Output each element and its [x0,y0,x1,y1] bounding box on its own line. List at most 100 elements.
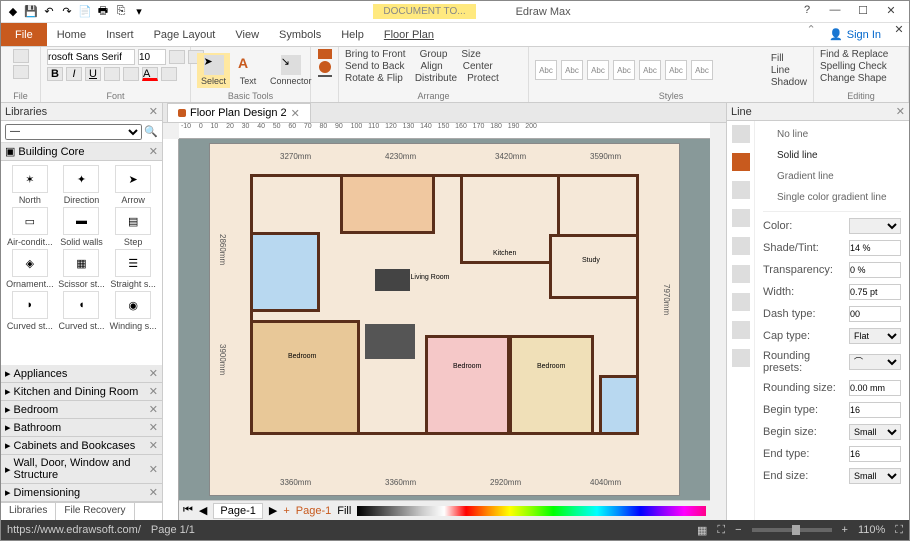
shape-straight-stair[interactable]: ☰Straight s... [108,249,158,289]
shape-curved-2[interactable]: ◖Curved st... [57,291,107,331]
cat-close-icon[interactable]: ✕ [149,367,158,380]
shape-tool-icon[interactable] [732,265,750,283]
effects-tool-icon[interactable] [732,349,750,367]
underline-icon[interactable]: U [85,67,101,81]
rotate-button[interactable]: Rotate & Flip [345,73,403,84]
minimize-icon[interactable]: — [825,4,845,20]
begin-type-input[interactable] [849,402,901,418]
lib-dimensioning[interactable]: Dimensioning [14,487,81,499]
group-button[interactable]: Group [420,49,448,60]
new-icon[interactable]: 📄 [77,4,93,20]
font-grow-icon[interactable] [169,50,185,64]
save-icon[interactable]: 💾 [23,4,39,20]
fill-tool-icon[interactable] [732,125,750,143]
menu-symbols[interactable]: Symbols [269,23,331,46]
document-tab[interactable]: Floor Plan Design 2✕ [167,103,311,122]
fill-button[interactable]: Fill [771,53,807,64]
arrange-tool-icon[interactable] [732,321,750,339]
line-button[interactable]: Line [771,65,807,76]
shape-arrow[interactable]: ➤Arrow [108,165,158,205]
bold-icon[interactable]: B [47,67,63,81]
protect-button[interactable]: Protect [467,73,499,84]
shape-winding[interactable]: ◉Winding s... [108,291,158,331]
view-mode-icon[interactable]: ▦ [697,524,707,537]
shade-input[interactable] [849,240,901,256]
style-preset-2[interactable]: Abc [561,60,583,80]
size-button[interactable]: Size [461,49,480,60]
app-icon[interactable]: ◆ [5,4,21,20]
style-preset-6[interactable]: Abc [665,60,687,80]
align-button[interactable]: Align [420,61,442,72]
dimensions-tool-icon[interactable] [732,237,750,255]
page-nav-next-icon[interactable]: ▶ [269,504,277,517]
layout-tool-icon[interactable] [732,293,750,311]
shape-ac[interactable]: ▭Air-condit... [5,207,55,247]
shape-rect-icon[interactable] [318,49,332,59]
bullets-icon[interactable] [123,67,139,81]
font-size-select[interactable] [138,49,166,65]
center-button[interactable]: Center [463,61,493,72]
page-nav-first-icon[interactable]: ⏮ [183,504,193,517]
ribbon-min-icon[interactable]: ⌃ [801,23,821,39]
fullscreen-icon[interactable]: ⛶ [895,524,903,537]
menu-help[interactable]: Help [331,23,374,46]
menu-view[interactable]: View [225,23,269,46]
cat-close-icon[interactable]: ✕ [149,439,158,452]
library-category-select[interactable]: — [5,124,142,140]
zoom-out-icon[interactable]: − [735,524,741,536]
cat-close-icon[interactable]: ✕ [149,463,158,476]
text-tool[interactable]: AText [234,53,262,88]
font-name-select[interactable] [47,49,135,65]
select-tool[interactable]: ➤Select [197,53,230,88]
shape-circle-icon[interactable] [319,61,331,73]
menu-floor-plan[interactable]: Floor Plan [374,23,444,46]
shadow-tool-icon[interactable] [732,181,750,199]
search-icon[interactable]: 🔍 [144,125,158,138]
collapse-icon[interactable]: ▣ [5,145,15,158]
shape-line-icon[interactable] [318,75,332,77]
style-preset-1[interactable]: Abc [535,60,557,80]
opt-gradient-line[interactable]: Gradient line [763,169,901,184]
shape-direction[interactable]: ✦Direction [57,165,107,205]
shape-scissor[interactable]: ▦Scissor st... [57,249,107,289]
style-preset-4[interactable]: Abc [613,60,635,80]
align-left-icon[interactable] [104,67,120,81]
redo-icon[interactable]: ↷ [59,4,75,20]
tab-close-icon[interactable]: ✕ [291,107,300,120]
menu-home[interactable]: Home [47,23,96,46]
rounding-preset-select[interactable]: ⌒ [849,354,901,370]
close-icon[interactable]: ✕ [881,4,901,20]
text-tool-icon[interactable] [732,209,750,227]
lib-kitchen[interactable]: Kitchen and Dining Room [14,386,139,398]
doc-close-icon[interactable]: ✕ [889,23,909,39]
opt-no-line[interactable]: No line [763,127,901,142]
width-input[interactable] [849,284,901,300]
style-preset-3[interactable]: Abc [587,60,609,80]
font-color-icon[interactable]: A [142,67,158,81]
end-type-input[interactable] [849,446,901,462]
find-replace-button[interactable]: Find & Replace [820,49,888,60]
opt-solid-line[interactable]: Solid line [763,148,901,163]
fit-page-icon[interactable]: ⛶ [717,524,725,537]
lib-appliances[interactable]: Appliances [14,368,68,380]
distribute-button[interactable]: Distribute [415,73,457,84]
style-preset-7[interactable]: Abc [691,60,713,80]
dash-input[interactable] [849,306,901,322]
zoom-in-icon[interactable]: + [842,524,848,536]
shape-north[interactable]: ✶North [5,165,55,205]
begin-size-select[interactable]: Small [849,424,901,440]
cat-close-icon[interactable]: ✕ [149,403,158,416]
color-select[interactable] [849,218,901,234]
send-back-button[interactable]: Send to Back [345,61,404,72]
color-palette-strip[interactable] [357,506,706,516]
add-page-icon[interactable]: + [283,505,289,517]
cat-close-icon[interactable]: ✕ [149,385,158,398]
cat-close-icon[interactable]: ✕ [149,421,158,434]
tab-libraries[interactable]: Libraries [1,503,56,520]
bring-front-button[interactable]: Bring to Front [345,49,406,60]
highlight-icon[interactable] [161,67,177,81]
shadow-button[interactable]: Shadow [771,77,807,88]
menu-insert[interactable]: Insert [96,23,144,46]
shape-walls[interactable]: ▬Solid walls [57,207,107,247]
file-menu[interactable]: File [1,23,47,46]
